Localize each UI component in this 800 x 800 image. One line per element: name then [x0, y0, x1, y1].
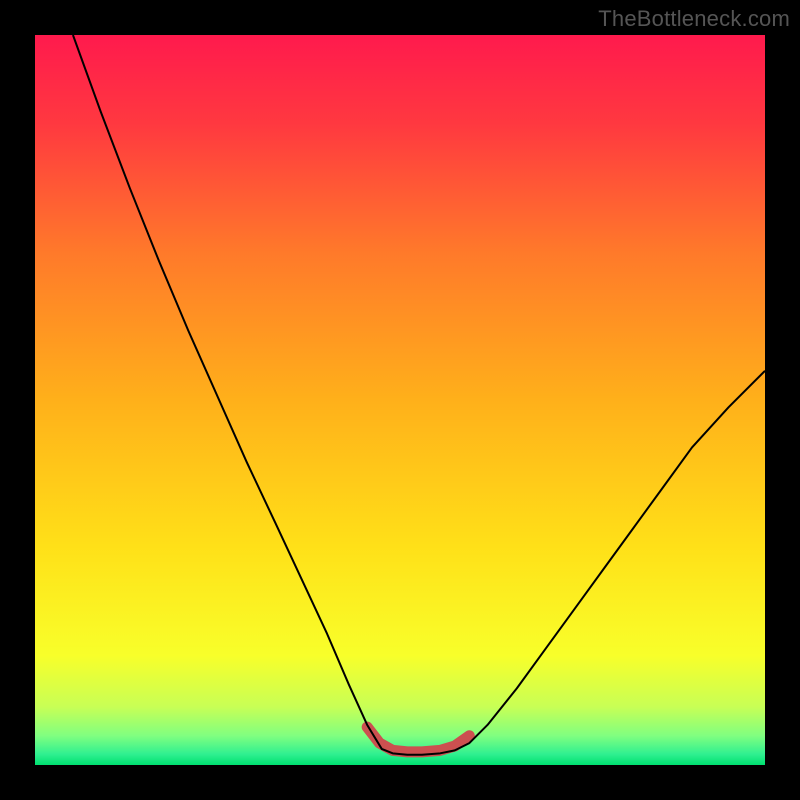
watermark-text: TheBottleneck.com — [598, 6, 790, 32]
gradient-panel — [35, 35, 765, 765]
bottleneck-chart — [0, 0, 800, 800]
